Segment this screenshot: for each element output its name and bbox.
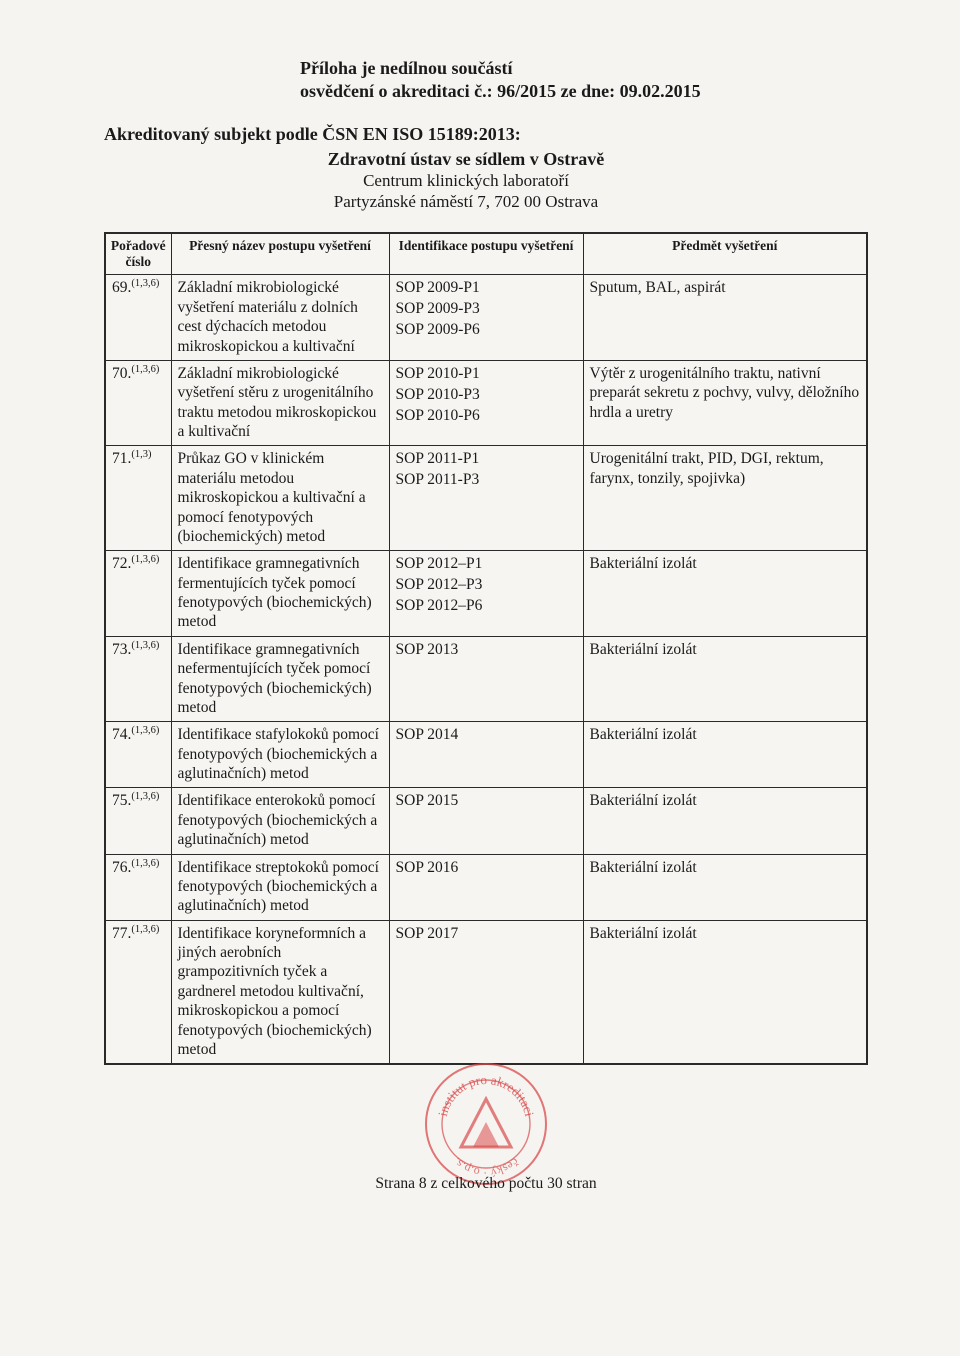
row-number: 76.: [112, 859, 131, 876]
cell-identification: SOP 2013: [389, 636, 583, 722]
cell-procedure-name: Průkaz GO v klinickém materiálu metodou …: [171, 446, 389, 551]
cell-subject: Bakteriální izolát: [583, 854, 867, 920]
sop-id: SOP 2010-P1: [396, 364, 577, 385]
col-header-name: Přesný název postupu vyšetření: [171, 233, 389, 275]
cell-identification: SOP 2015: [389, 788, 583, 854]
cell-identification: SOP 2012–P1SOP 2012–P3SOP 2012–P6: [389, 551, 583, 637]
row-number-sup: (1,3): [131, 449, 151, 460]
row-number-sup: (1,3,6): [131, 725, 159, 736]
sop-id: SOP 2016: [396, 858, 577, 879]
cell-procedure-name: Identifikace gramnegativních nefermentuj…: [171, 636, 389, 722]
table-row: 72.(1,3,6)Identifikace gramnegativních f…: [105, 551, 867, 637]
header-block: Příloha je nedílnou součástí osvědčení o…: [300, 58, 868, 102]
cell-identification: SOP 2016: [389, 854, 583, 920]
cell-procedure-name: Identifikace koryneformních a jiných aer…: [171, 920, 389, 1064]
organization-block: Zdravotní ústav se sídlem v Ostravě Cent…: [64, 149, 868, 212]
row-number-sup: (1,3,6): [131, 278, 159, 289]
cell-subject: Výtěr z urogenitálního traktu, nativní p…: [583, 360, 867, 446]
sop-id: SOP 2010-P3: [396, 385, 577, 406]
row-number-sup: (1,3,6): [131, 791, 159, 802]
sop-id: SOP 2015: [396, 791, 577, 812]
table-header-row: Pořadové číslo Přesný název postupu vyše…: [105, 233, 867, 275]
accreditation-stamp-icon: institut pro akreditaci český · o.p.s.: [421, 1059, 551, 1189]
row-number: 71.: [112, 451, 131, 468]
cell-number: 75.(1,3,6): [105, 788, 171, 854]
cell-procedure-name: Základní mikrobiologické vyšetření stěru…: [171, 360, 389, 446]
table-row: 76.(1,3,6)Identifikace streptokoků pomoc…: [105, 854, 867, 920]
sop-id: SOP 2009-P1: [396, 278, 577, 299]
table-row: 70.(1,3,6)Základní mikrobiologické vyšet…: [105, 360, 867, 446]
header-line1: Příloha je nedílnou součástí: [300, 58, 868, 79]
cell-subject: Bakteriální izolát: [583, 636, 867, 722]
cell-subject: Urogenitální trakt, PID, DGI, rektum, fa…: [583, 446, 867, 551]
row-number-sup: (1,3,6): [131, 924, 159, 935]
table-row: 74.(1,3,6)Identifikace stafylokoků pomoc…: [105, 722, 867, 788]
sop-id: SOP 2010-P6: [396, 406, 577, 427]
sop-id: SOP 2014: [396, 725, 577, 746]
sop-id: SOP 2012–P6: [396, 596, 577, 617]
organization-subunit: Centrum klinických laboratoří: [64, 171, 868, 191]
row-number-sup: (1,3,6): [131, 640, 159, 651]
stamp-area: institut pro akreditaci český · o.p.s. S…: [104, 1055, 868, 1205]
row-number: 69.: [112, 280, 131, 297]
organization-name: Zdravotní ústav se sídlem v Ostravě: [64, 149, 868, 170]
cell-subject: Bakteriální izolát: [583, 551, 867, 637]
sop-id: SOP 2013: [396, 640, 577, 661]
document-page: Příloha je nedílnou součástí osvědčení o…: [0, 0, 960, 1205]
cell-number: 73.(1,3,6): [105, 636, 171, 722]
table-row: 73.(1,3,6)Identifikace gramnegativních n…: [105, 636, 867, 722]
cell-procedure-name: Identifikace stafylokoků pomocí fenotypo…: [171, 722, 389, 788]
row-number: 74.: [112, 726, 131, 743]
cell-subject: Bakteriální izolát: [583, 788, 867, 854]
cell-subject: Bakteriální izolát: [583, 920, 867, 1064]
procedures-table: Pořadové číslo Přesný název postupu vyše…: [104, 232, 868, 1065]
row-number-sup: (1,3,6): [131, 554, 159, 565]
cell-subject: Bakteriální izolát: [583, 722, 867, 788]
row-number: 73.: [112, 641, 131, 658]
cell-procedure-name: Identifikace enterokoků pomocí fenotypov…: [171, 788, 389, 854]
sop-id: SOP 2012–P1: [396, 554, 577, 575]
row-number-sup: (1,3,6): [131, 364, 159, 375]
cell-number: 74.(1,3,6): [105, 722, 171, 788]
col-header-identification: Identifikace postupu vyšetření: [389, 233, 583, 275]
cell-identification: SOP 2011-P1SOP 2011-P3: [389, 446, 583, 551]
table-row: 75.(1,3,6)Identifikace enterokoků pomocí…: [105, 788, 867, 854]
table-row: 77.(1,3,6)Identifikace koryneformních a …: [105, 920, 867, 1064]
col-header-number: Pořadové číslo: [105, 233, 171, 275]
row-number-sup: (1,3,6): [131, 858, 159, 869]
header-line2: osvědčení o akreditaci č.: 96/2015 ze dn…: [300, 81, 868, 102]
sop-id: SOP 2011-P3: [396, 470, 577, 491]
cell-number: 69.(1,3,6): [105, 275, 171, 361]
sop-id: SOP 2017: [396, 924, 577, 945]
cell-number: 70.(1,3,6): [105, 360, 171, 446]
cell-identification: SOP 2014: [389, 722, 583, 788]
page-footer: Strana 8 z celkového počtu 30 stran: [375, 1175, 596, 1193]
table-row: 71.(1,3)Průkaz GO v klinickém materiálu …: [105, 446, 867, 551]
accreditation-subhead: Akreditovaný subjekt podle ČSN EN ISO 15…: [104, 124, 868, 145]
row-number: 75.: [112, 793, 131, 810]
row-number: 70.: [112, 365, 131, 382]
row-number: 77.: [112, 925, 131, 942]
cell-subject: Sputum, BAL, aspirát: [583, 275, 867, 361]
table-row: 69.(1,3,6)Základní mikrobiologické vyšet…: [105, 275, 867, 361]
cell-number: 77.(1,3,6): [105, 920, 171, 1064]
cell-number: 71.(1,3): [105, 446, 171, 551]
sop-id: SOP 2011-P1: [396, 449, 577, 470]
cell-number: 76.(1,3,6): [105, 854, 171, 920]
sop-id: SOP 2009-P3: [396, 299, 577, 320]
cell-procedure-name: Identifikace streptokoků pomocí fenotypo…: [171, 854, 389, 920]
svg-text:institut pro akreditaci: institut pro akreditaci: [435, 1072, 537, 1118]
cell-identification: SOP 2009-P1SOP 2009-P3SOP 2009-P6: [389, 275, 583, 361]
cell-procedure-name: Identifikace gramnegativních fermentujíc…: [171, 551, 389, 637]
col-header-subject: Předmět vyšetření: [583, 233, 867, 275]
cell-identification: SOP 2017: [389, 920, 583, 1064]
organization-address: Partyzánské náměstí 7, 702 00 Ostrava: [64, 192, 868, 212]
cell-number: 72.(1,3,6): [105, 551, 171, 637]
cell-procedure-name: Základní mikrobiologické vyšetření mater…: [171, 275, 389, 361]
sop-id: SOP 2009-P6: [396, 320, 577, 341]
cell-identification: SOP 2010-P1SOP 2010-P3SOP 2010-P6: [389, 360, 583, 446]
row-number: 72.: [112, 555, 131, 572]
sop-id: SOP 2012–P3: [396, 575, 577, 596]
